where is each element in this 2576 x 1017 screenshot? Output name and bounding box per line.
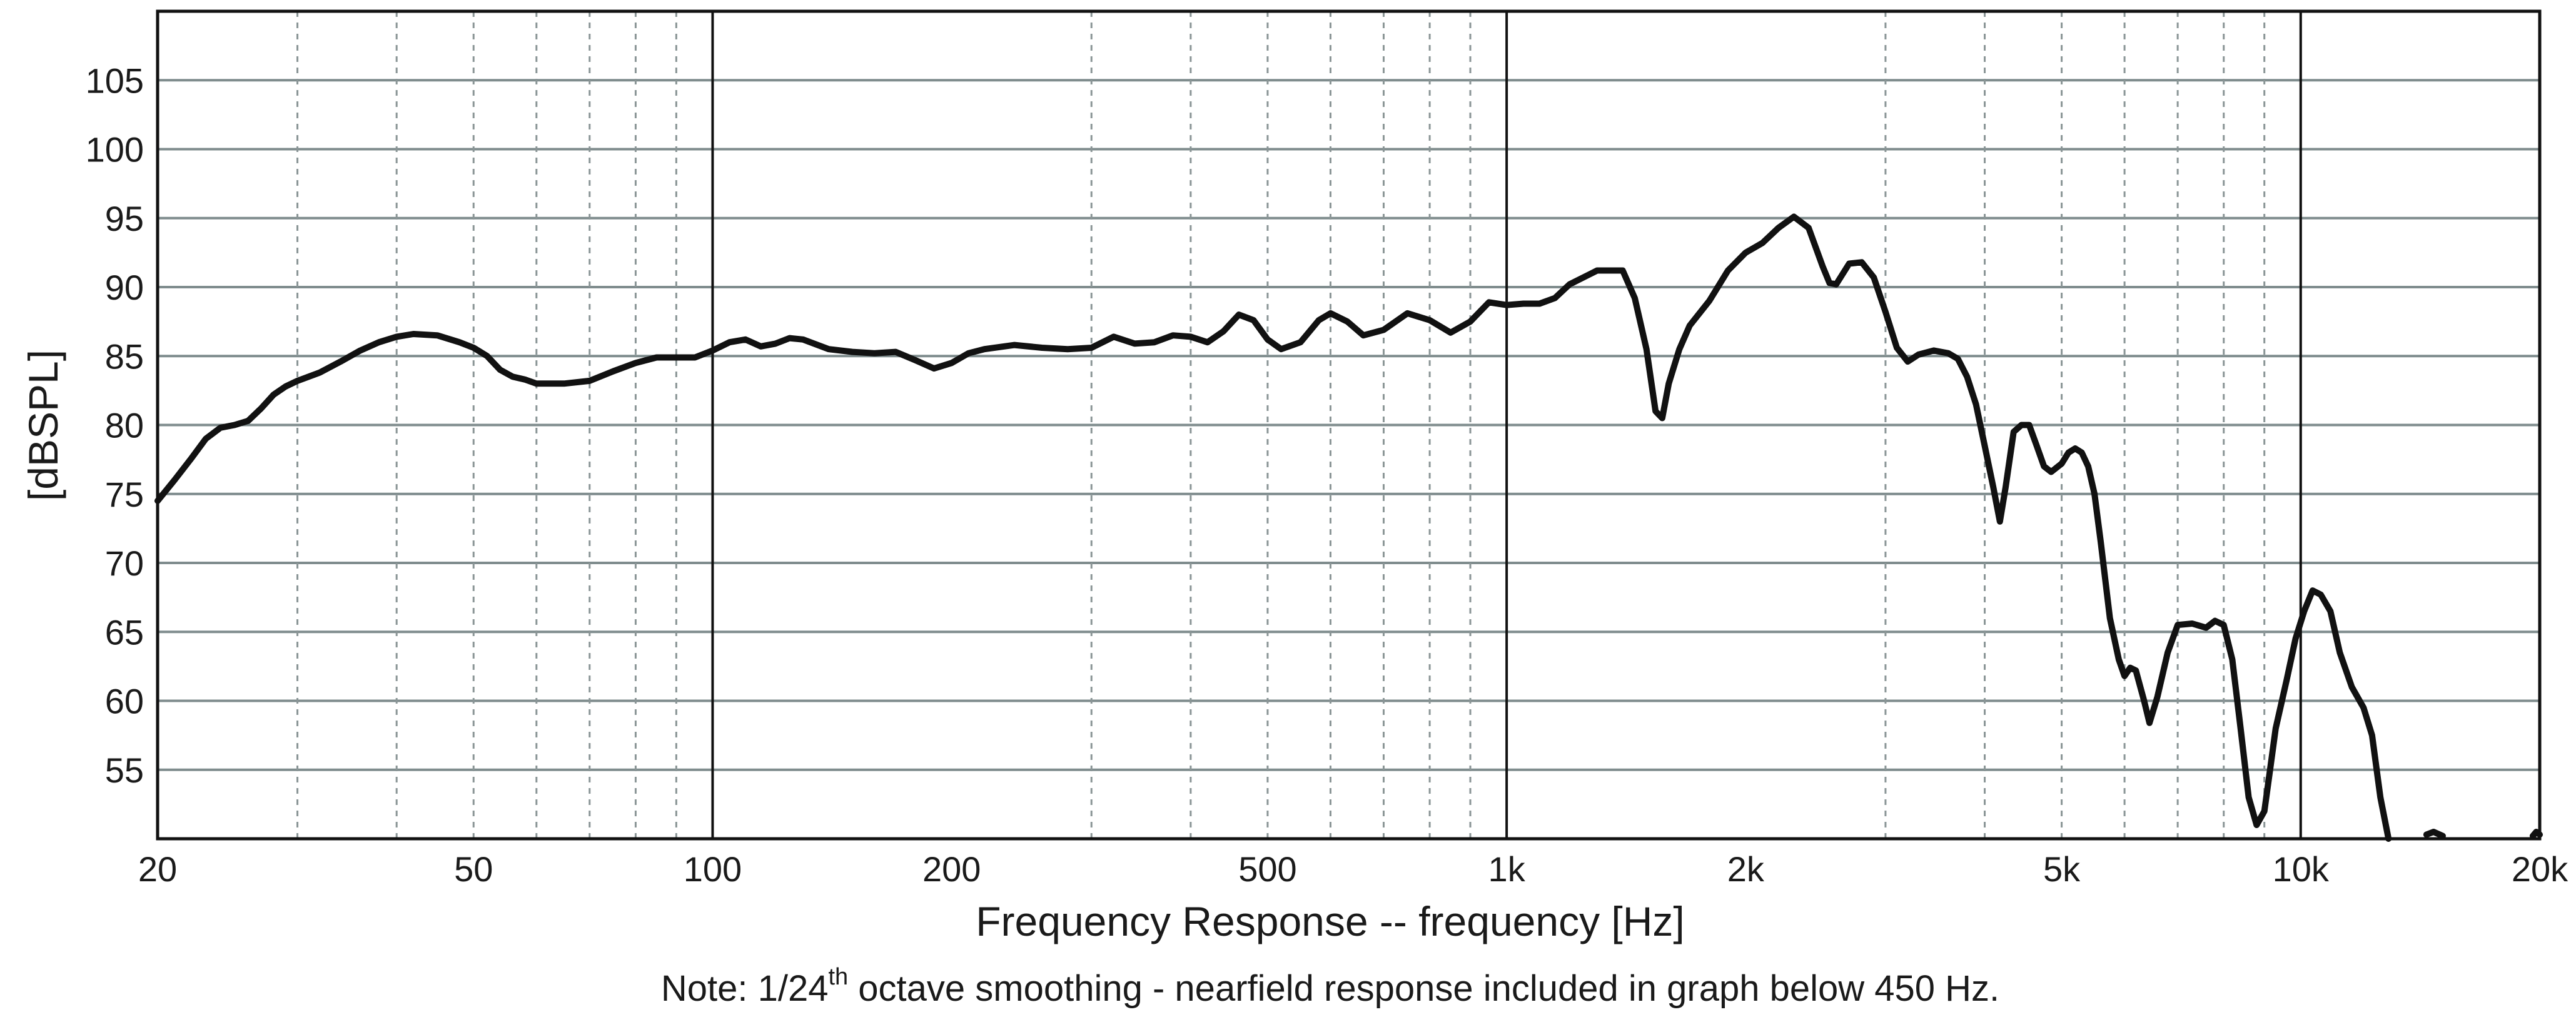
y-tick-label: 105 xyxy=(86,61,144,100)
y-tick-label: 55 xyxy=(105,751,144,790)
y-tick-label: 100 xyxy=(86,130,144,170)
note-text: Note: 1/24th octave smoothing - nearfiel… xyxy=(661,964,1999,1009)
note-prefix: Note: 1/24 xyxy=(661,968,829,1009)
x-tick-label: 100 xyxy=(684,849,742,889)
x-tick-label: 200 xyxy=(922,849,981,889)
plot-frame xyxy=(156,9,2542,841)
x-tick-label: 5k xyxy=(2043,849,2081,889)
y-axis-label: [dBSPL] xyxy=(20,350,66,501)
y-tick-label: 80 xyxy=(105,406,144,445)
grid xyxy=(158,11,2540,839)
x-tick-label: 1k xyxy=(1488,849,1526,889)
x-tick-label: 50 xyxy=(454,849,493,889)
y-tick-label: 65 xyxy=(105,612,144,652)
note-superscript: th xyxy=(828,964,848,990)
x-tick-label: 20k xyxy=(2512,849,2568,889)
y-tick-labels: 55 60 65 70 75 80 85 90 95 100 105 xyxy=(86,61,144,790)
y-tick-label: 95 xyxy=(105,199,144,238)
y-tick-label: 75 xyxy=(105,475,144,514)
series-line xyxy=(154,213,2392,842)
x-tick-label: 20 xyxy=(138,849,177,889)
x-tick-label: 10k xyxy=(2273,849,2330,889)
x-tick-label: 500 xyxy=(1238,849,1296,889)
series-layer xyxy=(154,213,2543,842)
x-tick-labels: 20 50 100 200 500 1k 2k 5k 10k 20k xyxy=(138,849,2568,889)
x-tick-label: 2k xyxy=(1727,849,1765,889)
y-tick-label: 70 xyxy=(105,544,144,583)
y-tick-label: 90 xyxy=(105,268,144,307)
y-tick-label: 60 xyxy=(105,682,144,721)
series-line xyxy=(2423,829,2446,839)
note-suffix: octave smoothing - nearfield response in… xyxy=(848,968,1999,1009)
y-tick-label: 85 xyxy=(105,336,144,376)
x-axis-label: Frequency Response -- frequency [Hz] xyxy=(976,898,1685,944)
